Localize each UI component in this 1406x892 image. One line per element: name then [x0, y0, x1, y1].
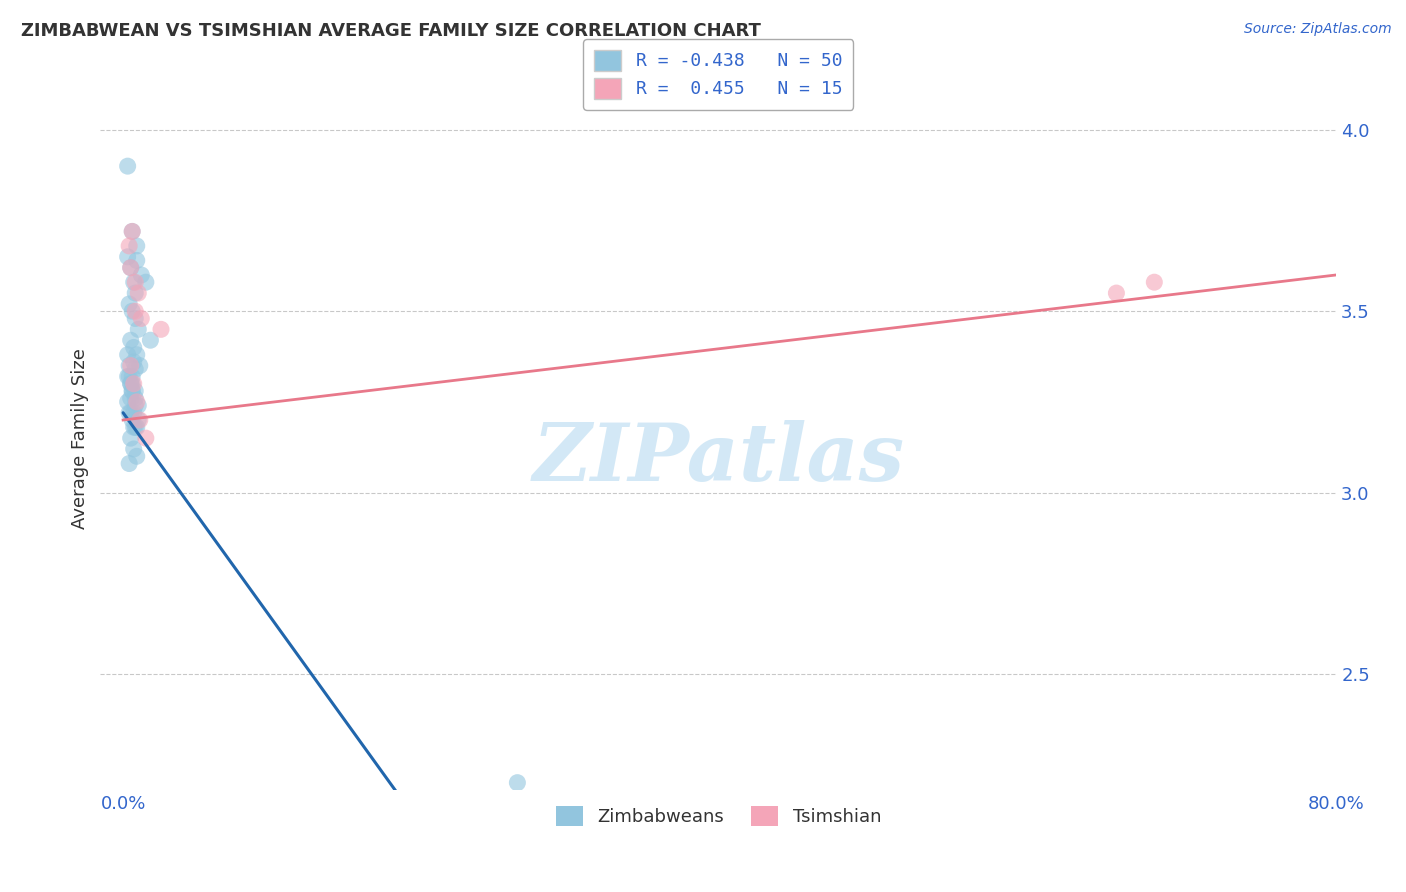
Point — [122, 376, 145, 391]
Point — [121, 413, 143, 427]
Point — [118, 239, 141, 253]
Point — [121, 304, 143, 318]
Point — [118, 297, 141, 311]
Point — [125, 450, 148, 464]
Point — [125, 239, 148, 253]
Point — [127, 399, 149, 413]
Point — [150, 322, 173, 336]
Point — [124, 286, 146, 301]
Point — [125, 348, 148, 362]
Point — [127, 322, 149, 336]
Point — [117, 348, 139, 362]
Point — [124, 420, 146, 434]
Point — [1105, 286, 1128, 301]
Point — [122, 406, 145, 420]
Point — [118, 359, 141, 373]
Point — [124, 384, 146, 398]
Point — [125, 395, 148, 409]
Point — [120, 376, 142, 391]
Point — [120, 260, 142, 275]
Point — [125, 420, 148, 434]
Text: ZIPatlas: ZIPatlas — [533, 420, 904, 498]
Point — [120, 359, 142, 373]
Point — [121, 224, 143, 238]
Text: Source: ZipAtlas.com: Source: ZipAtlas.com — [1244, 22, 1392, 37]
Y-axis label: Average Family Size: Average Family Size — [72, 348, 89, 529]
Point — [118, 406, 141, 420]
Point — [124, 399, 146, 413]
Point — [120, 406, 142, 420]
Point — [127, 413, 149, 427]
Point — [127, 286, 149, 301]
Point — [1143, 275, 1166, 289]
Point — [124, 391, 146, 405]
Point — [129, 268, 152, 282]
Point — [124, 362, 146, 376]
Point — [122, 275, 145, 289]
Point — [120, 260, 142, 275]
Point — [117, 369, 139, 384]
Point — [118, 457, 141, 471]
Point — [139, 333, 162, 347]
Point — [120, 391, 142, 405]
Point — [121, 376, 143, 391]
Point — [135, 431, 157, 445]
Point — [117, 159, 139, 173]
Point — [506, 775, 529, 789]
Point — [120, 376, 142, 391]
Point — [122, 442, 145, 456]
Point — [120, 431, 142, 445]
Point — [124, 311, 146, 326]
Point — [125, 253, 148, 268]
Point — [117, 250, 139, 264]
Point — [118, 369, 141, 384]
Point — [121, 224, 143, 238]
Point — [122, 420, 145, 434]
Point — [128, 413, 150, 427]
Point — [124, 304, 146, 318]
Point — [121, 384, 143, 398]
Point — [135, 275, 157, 289]
Point — [124, 275, 146, 289]
Point — [117, 395, 139, 409]
Point — [120, 333, 142, 347]
Point — [121, 384, 143, 398]
Text: ZIMBABWEAN VS TSIMSHIAN AVERAGE FAMILY SIZE CORRELATION CHART: ZIMBABWEAN VS TSIMSHIAN AVERAGE FAMILY S… — [21, 22, 761, 40]
Legend: Zimbabweans, Tsimshian: Zimbabweans, Tsimshian — [548, 798, 889, 834]
Point — [122, 355, 145, 369]
Point — [129, 311, 152, 326]
Point — [128, 359, 150, 373]
Point — [121, 369, 143, 384]
Point — [122, 341, 145, 355]
